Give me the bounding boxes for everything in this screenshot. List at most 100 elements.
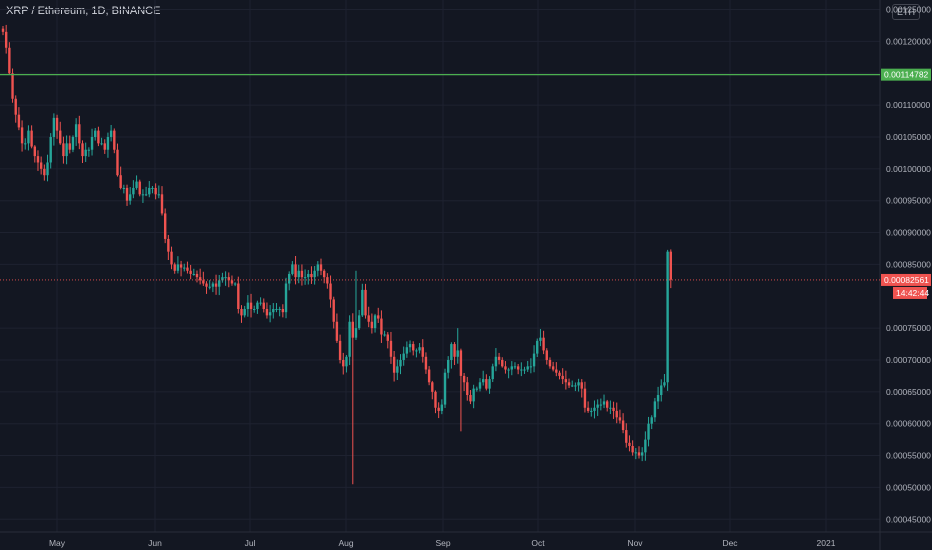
candle-body (599, 404, 603, 406)
y-tick-label: 0.00070000 (886, 355, 931, 365)
countdown-badge (893, 286, 927, 299)
candle-body (424, 356, 428, 370)
candle-body (183, 267, 186, 269)
candle-body (488, 379, 491, 389)
last-price-badge (881, 273, 931, 286)
candle-body (246, 302, 250, 310)
resistance-price-badge (881, 68, 931, 81)
candle-body (36, 156, 40, 163)
candle-body (609, 407, 612, 409)
candle-body (612, 407, 615, 411)
candle-body (65, 143, 68, 157)
candle-body (434, 391, 437, 408)
candle-body (90, 136, 94, 150)
candle-body (348, 321, 351, 357)
candle-body (472, 388, 475, 402)
candle-body (259, 302, 262, 304)
candle-body (440, 404, 444, 411)
candle-body (453, 344, 456, 357)
candle-body (469, 395, 472, 402)
candle-body (335, 321, 339, 341)
candle-body (663, 382, 666, 386)
price-badges: 0.00114782 0.00082561 14:42:44 (0, 68, 931, 299)
candle-body (574, 385, 577, 387)
candle-body (497, 356, 501, 360)
candle-body (198, 277, 202, 281)
candle-body (227, 277, 230, 281)
candle-body (27, 130, 30, 144)
y-tick-label: 0.00050000 (886, 482, 931, 492)
candle-body (580, 382, 583, 389)
candle-body (361, 289, 364, 316)
candle-body (278, 309, 281, 311)
candle-body (564, 379, 568, 383)
price-axis[interactable]: 0.001250000.001200000.001150000.00110000… (886, 5, 931, 525)
candle-body (316, 264, 320, 271)
candle-body (307, 273, 310, 278)
candle-body (103, 143, 106, 150)
candle-body (192, 273, 195, 275)
candle-body (272, 309, 275, 313)
candle-body (195, 273, 199, 278)
candle-body (656, 395, 660, 402)
x-tick-label: Oct (531, 538, 545, 548)
candle-body (265, 309, 269, 316)
candle-body (389, 340, 393, 357)
candle-body (583, 388, 587, 408)
candle-body (354, 328, 358, 338)
candle-body (313, 270, 316, 278)
candle-body (618, 417, 622, 421)
candle-body (545, 350, 548, 360)
candle-body (297, 270, 300, 278)
candle-body (637, 452, 641, 456)
candle-body (157, 194, 161, 196)
candle-body (17, 114, 21, 128)
candle-body (653, 401, 657, 418)
candle-body (447, 359, 450, 373)
candle-body (33, 146, 36, 157)
candle-body (154, 187, 157, 195)
candle-body (501, 359, 504, 367)
candle-body (11, 73, 14, 99)
candle-body (481, 379, 485, 383)
candle-body (383, 334, 386, 336)
candle-body (504, 366, 507, 370)
candle-body (1, 28, 5, 32)
candle-body (218, 280, 221, 287)
symbol-title[interactable]: XRP / Ethereum, 1D, BINANCE (6, 5, 161, 17)
candle-body (558, 372, 561, 376)
candle-body (561, 375, 564, 380)
candle-body (151, 187, 154, 189)
candle-body (74, 124, 78, 137)
candle-body (240, 309, 243, 316)
candle-body (122, 187, 126, 189)
candle-body (631, 445, 634, 453)
currency-badge[interactable]: ETH (892, 4, 920, 20)
candle-body (224, 277, 227, 279)
x-tick-label: Sep (435, 538, 450, 548)
y-tick-label: 0.00055000 (886, 451, 931, 461)
time-axis[interactable]: May Jun Jul Aug Sep Oct Nov Dec 2021 (49, 538, 836, 548)
candle-body (357, 315, 361, 329)
candle-body (322, 270, 326, 278)
candle-body (30, 130, 33, 147)
y-tick-label: 0.00045000 (886, 514, 931, 524)
candle-body (59, 130, 62, 144)
candle-body (160, 194, 164, 214)
candle-body (625, 430, 628, 443)
candle-body (253, 309, 256, 311)
candle-body (586, 407, 590, 411)
candle-body (291, 264, 294, 274)
candle-body (237, 283, 240, 310)
candle-body (516, 366, 520, 370)
candle-body (408, 344, 412, 348)
y-tick-label: 0.00075000 (886, 323, 931, 333)
y-tick-label: 0.00100000 (886, 164, 931, 174)
candle-body (55, 117, 59, 131)
candle-body (399, 359, 402, 367)
candle-body (437, 407, 440, 411)
candle-body (669, 251, 672, 280)
y-tick-label: 0.00095000 (886, 196, 931, 206)
candle-body (370, 321, 374, 329)
